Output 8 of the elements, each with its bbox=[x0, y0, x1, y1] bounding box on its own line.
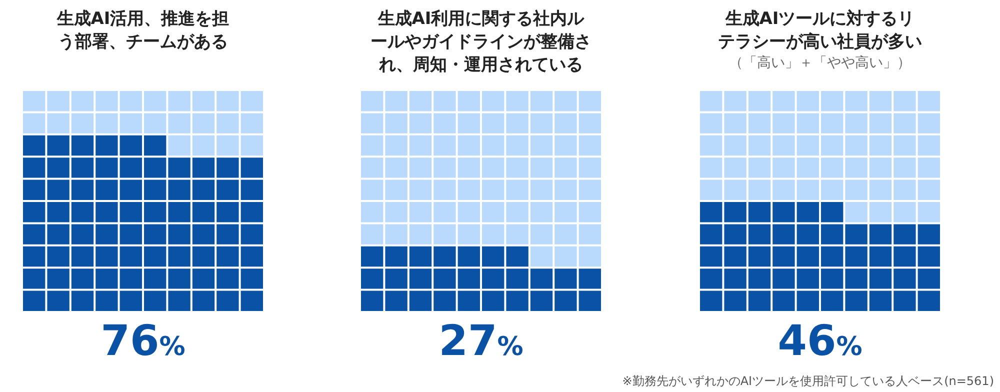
data-label: 76% bbox=[100, 316, 186, 367]
text: 生成AI活用、推進を担う部署、チームがある bbox=[56, 8, 230, 54]
text: 生成AI利用に関する社内ルールやガイドラインが整備され、周知・運用されている bbox=[370, 8, 592, 77]
data-label: 46% bbox=[776, 316, 864, 367]
text: （「高い」＋「やや高い」） bbox=[728, 54, 912, 72]
data-label: 27% bbox=[438, 316, 524, 367]
text: ※勤務先がいずれかのAIツールを使用許可している人ベース(n=561) bbox=[622, 373, 994, 390]
text: 生成AIツールに対するリテラシーが高い社員が多い bbox=[718, 9, 922, 52]
